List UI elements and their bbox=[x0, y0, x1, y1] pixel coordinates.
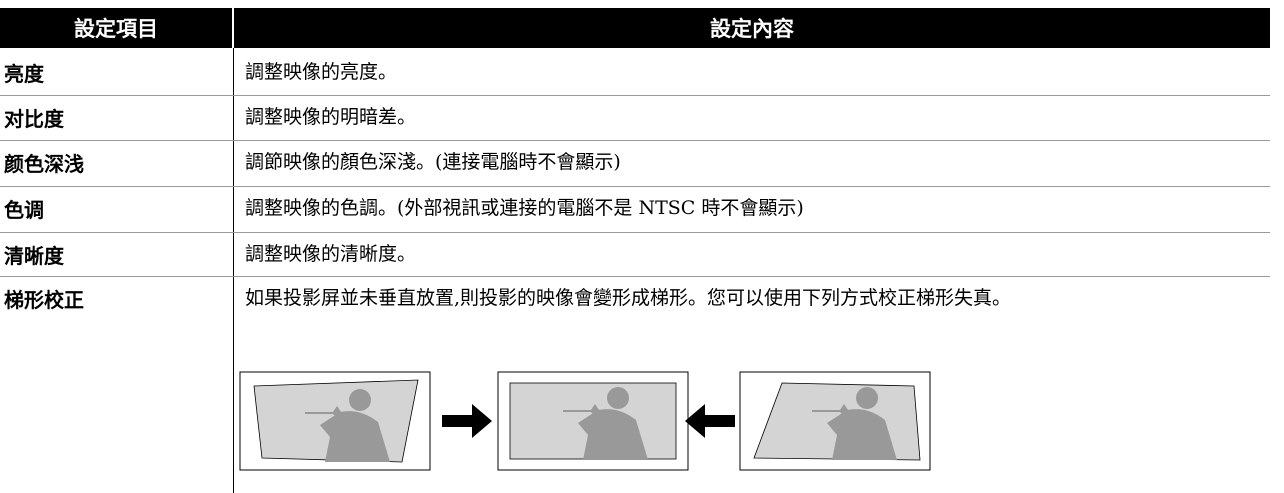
row-text: 如果投影屏並未垂直放置,則投影的映像會變形成梯形。您可以使用下列方式校正梯形失真… bbox=[245, 287, 1012, 309]
row-text: 調整映像的色調。(外部視訊或連接的電腦不是 NTSC 時不會顯示) bbox=[245, 197, 804, 219]
row-label: 色调 bbox=[4, 198, 44, 222]
row-text: 調整映像的亮度。 bbox=[245, 61, 398, 83]
column-divider bbox=[233, 48, 234, 493]
row-text: 調整映像的明暗差。 bbox=[245, 106, 417, 128]
row-text: 調節映像的顏色深淺。(連接電腦時不會顯示) bbox=[245, 151, 621, 173]
header-cell: 設定項目 bbox=[0, 8, 232, 48]
row-label: 对比度 bbox=[4, 107, 64, 131]
row-label: 清晰度 bbox=[4, 244, 64, 268]
row-label: 亮度 bbox=[4, 62, 44, 86]
row-label: 梯形校正 bbox=[4, 288, 84, 312]
row-line bbox=[0, 140, 1270, 141]
row-line bbox=[0, 186, 1270, 187]
header-cell: 設定內容 bbox=[234, 8, 1270, 48]
row-line bbox=[0, 232, 1270, 233]
row-line bbox=[0, 95, 1270, 96]
row-label: 颜色深浅 bbox=[4, 152, 84, 176]
row-text: 調整映像的清晰度。 bbox=[245, 243, 417, 265]
row-line bbox=[0, 276, 1270, 277]
